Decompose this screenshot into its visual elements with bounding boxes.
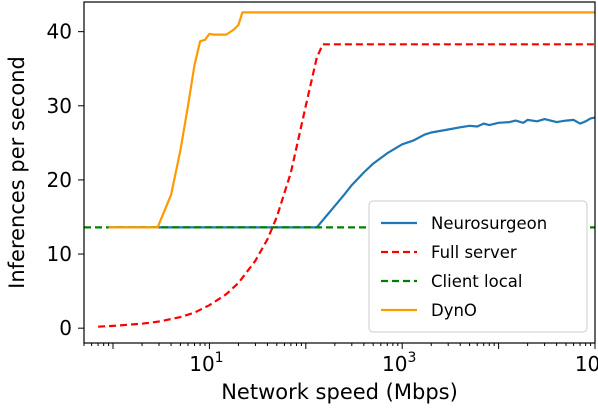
legend-label: DynO <box>431 301 477 320</box>
series-line-dyno <box>108 11 595 229</box>
y-tick-label: 20 <box>47 168 72 192</box>
y-tick-label: 0 <box>59 316 72 340</box>
y-axis: 0 10 20 30 40 <box>47 20 84 340</box>
legend-box <box>368 200 588 333</box>
x-axis-label: Network speed (Mbps) <box>221 380 458 404</box>
x-tick-label: 103 <box>382 350 416 376</box>
legend-label: Neurosurgeon <box>431 214 547 233</box>
series-line-neurosurgeon <box>113 116 596 229</box>
y-tick-label: 30 <box>47 94 72 118</box>
legend-label: Full server <box>431 243 517 262</box>
axes-frame <box>83 1 596 344</box>
x-tick-label: 105 <box>575 350 598 376</box>
legend: Neurosurgeon Full server Client local DynO <box>368 200 588 333</box>
y-tick-label: 40 <box>47 20 72 44</box>
series-line-full-server <box>98 43 595 328</box>
x-axis: 101 103 105 <box>83 343 598 376</box>
plot-area <box>84 11 596 328</box>
y-axis-label: Inferences per second <box>5 56 29 289</box>
legend-label: Client local <box>431 272 522 291</box>
x-tick-label: 101 <box>189 350 223 376</box>
y-tick-label: 10 <box>47 242 72 266</box>
